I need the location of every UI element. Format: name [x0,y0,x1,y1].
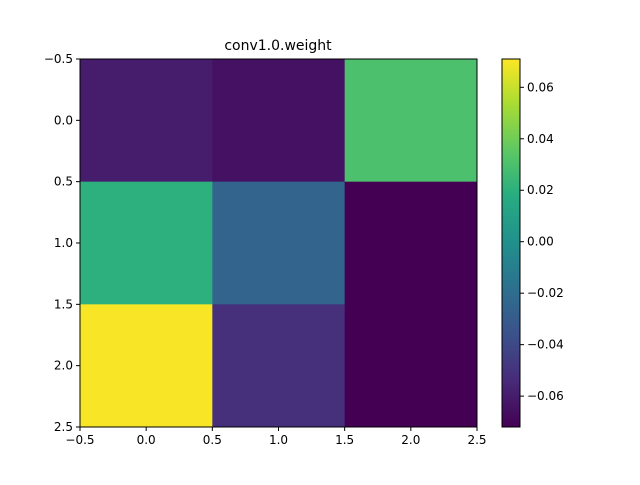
colorbar-gradient [501,58,521,428]
heatmap-cell-r0-c2 [344,59,478,183]
plot-frame [79,58,478,428]
colorbar-tick-label: 0.02 [527,183,554,197]
colorbar-tick-label: −0.04 [527,338,564,352]
x-tick-label: 2.5 [467,433,486,447]
y-tick-label: 1.0 [54,236,73,250]
x-axis: −0.5 0.0 0.5 1.0 1.5 2.0 2.5 [65,427,487,447]
heatmap-cell-r1-c1 [212,181,346,305]
y-tick-label: 0.5 [54,175,73,189]
y-tick-label: −0.5 [44,52,73,66]
y-axis: −0.5 0.0 0.5 1.0 1.5 2.0 2.5 [44,52,80,434]
colorbar-tick-label: 0.00 [527,235,554,249]
x-tick-label: 1.0 [269,433,288,447]
colorbar-tick-label: −0.06 [527,389,564,403]
heatmap-cells [80,59,478,428]
y-tick-label: 1.5 [54,297,73,311]
colorbar-tick-label: 0.06 [527,80,554,94]
heatmap-cell-r0-c0 [80,59,213,183]
x-tick-label: 0.0 [137,433,156,447]
colorbar-tick-label: −0.02 [527,286,564,300]
y-tick-label: 0.0 [54,113,73,127]
heatmap-cell-r1-c0 [80,181,213,305]
heatmap-cell-r0-c1 [212,59,346,183]
chart-title: conv1.0.weight [224,38,332,54]
x-tick-label: 2.0 [401,433,420,447]
heatmap-cell-r1-c2 [344,181,478,305]
x-tick-label: 1.5 [335,433,354,447]
y-tick-label: 2.5 [54,420,73,434]
heatmap-cell-r2-c0 [80,304,213,428]
colorbar: −0.06 −0.04 −0.02 0.00 0.02 0.04 0.06 [501,58,564,428]
heatmap-cell-r2-c2 [344,304,478,428]
colorbar-tick-label: 0.04 [527,132,554,146]
x-tick-label: −0.5 [65,433,94,447]
x-tick-label: 0.5 [203,433,222,447]
y-tick-label: 2.0 [54,359,73,373]
heatmap-cell-r2-c1 [212,304,346,428]
